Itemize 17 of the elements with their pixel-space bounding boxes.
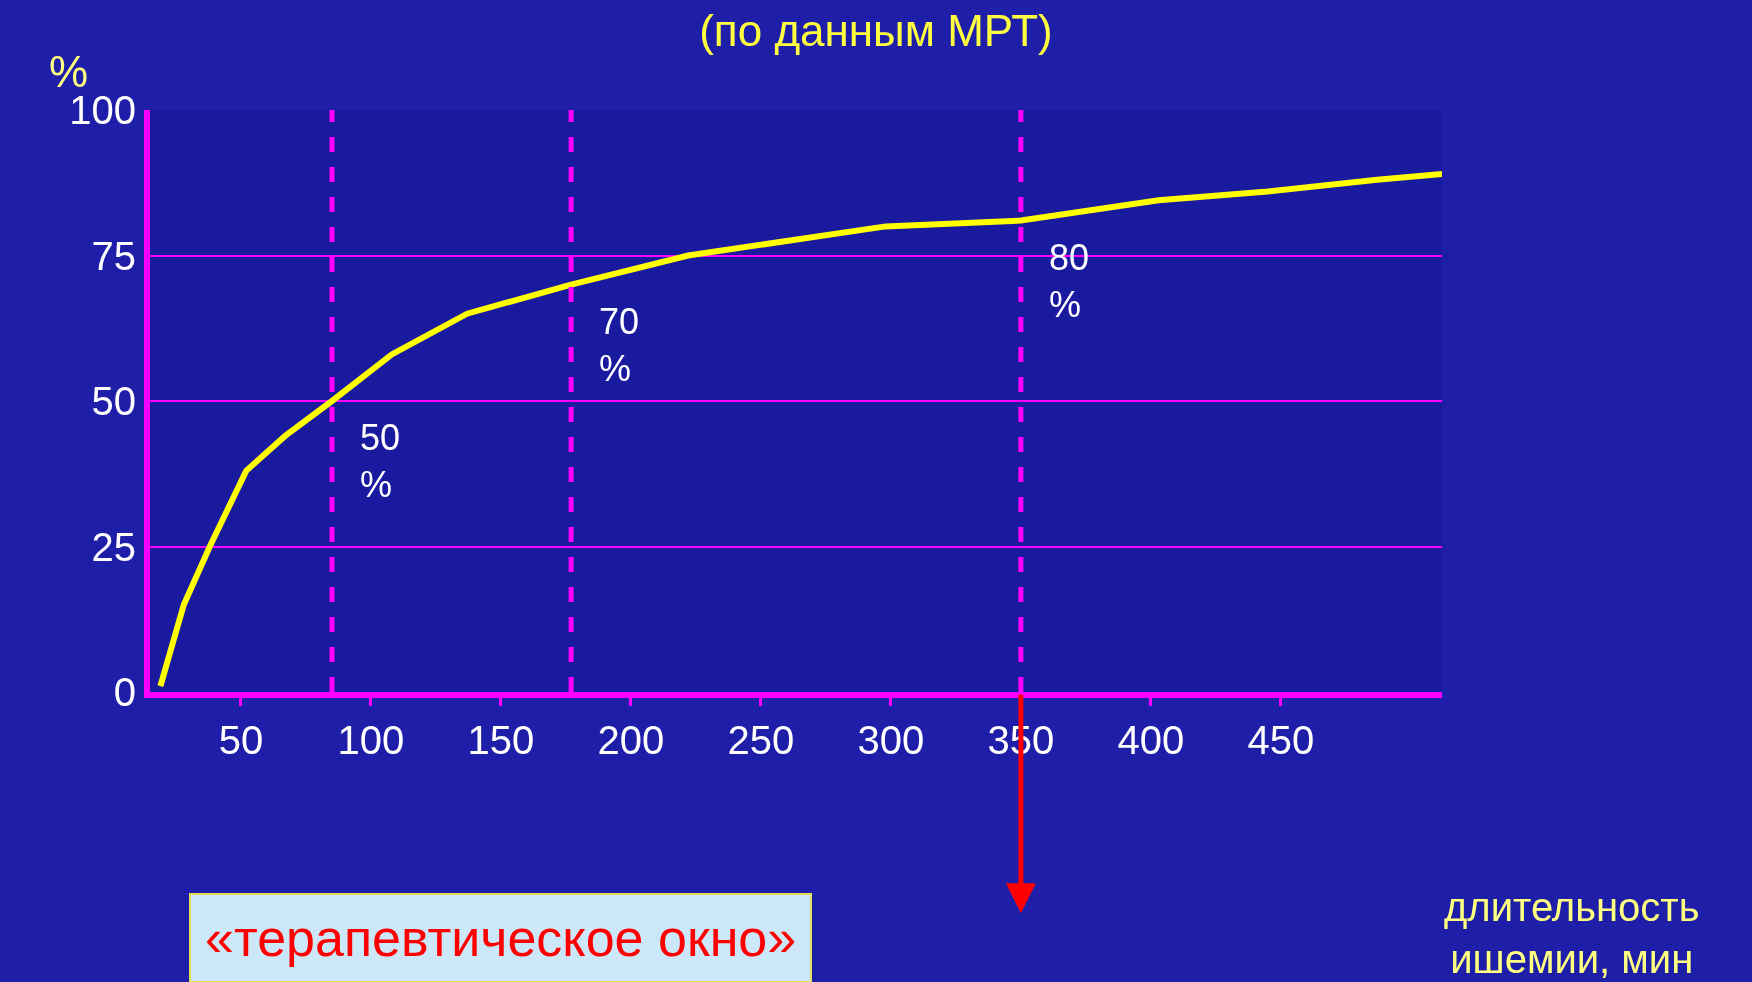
x-tick-label: 300 [857,718,925,762]
y-tick-label: 50 [91,379,136,423]
x-tick-label: 250 [727,718,795,762]
text: «терапевтическое окно» [205,909,797,967]
annotation: 50 % [360,417,401,505]
annotation: 70 % [599,301,640,389]
y-tick-label: 75 [91,233,136,278]
chart-title: (по данным МРТ) [699,5,1053,55]
x-axis-title: длительность ишемии, мин [1444,885,1700,981]
x-tick-label: 50 [218,718,264,762]
x-tick-label: 200 [597,718,665,762]
x-tick-label: 400 [1117,718,1185,762]
y-tick-label: 25 [91,524,136,569]
y-tick-label: 0 [113,670,136,714]
x-tick-label: 100 [337,718,405,762]
x-tick-label: 150 [467,718,535,762]
x-tick-label: 450 [1247,718,1315,762]
